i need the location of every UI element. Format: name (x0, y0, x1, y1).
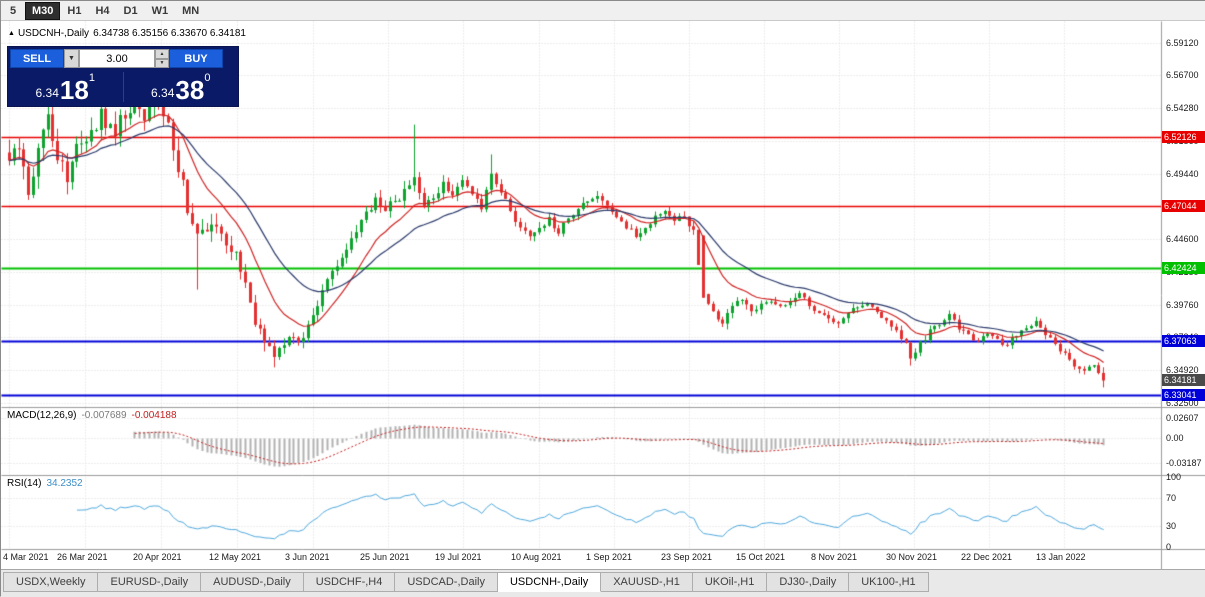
hline-price-tag[interactable]: 6.33041 (1162, 389, 1205, 402)
chart-ohlc-values: 6.34738 6.35156 6.33670 6.34181 (93, 28, 246, 39)
bid-pipette: 1 (88, 72, 95, 84)
volume-input[interactable] (79, 49, 155, 68)
date-axis-label: 13 Jan 2022 (1036, 552, 1086, 562)
date-axis-label: 19 Jul 2021 (435, 552, 482, 562)
price-axis-tick: 6.32500 (1166, 397, 1199, 408)
chart-region: ▲ USDCNH-,Daily 6.34738 6.35156 6.33670 6.… (1, 21, 1205, 569)
volume-dropdown-button[interactable]: ▼ (64, 49, 79, 68)
macd-label: MACD(12,26,9) (7, 410, 77, 421)
date-axis-label: 15 Oct 2021 (736, 552, 786, 562)
chart-tab-usdx-weekly[interactable]: USDX,Weekly (3, 572, 99, 592)
ask-pipette: 0 (204, 72, 211, 84)
timeframe-button-D1[interactable]: D1 (123, 4, 138, 17)
chevron-down-icon: ▼ (68, 55, 75, 62)
chart-tab-bar: USDX,Weekly EURUSD-,Daily AUDUSD-,Daily USD… (1, 569, 1205, 597)
price-axis-tick: 6.54280 (1166, 103, 1199, 114)
date-axis-label: 8 Nov 2021 (811, 552, 858, 562)
bid-pips: 18 (59, 75, 89, 105)
timeframe-button-MN[interactable]: MN (182, 4, 200, 17)
rsi-label: RSI(14) (7, 478, 42, 489)
rsi-axis-tick: 30 (1166, 521, 1177, 531)
volume-spin-up-button[interactable]: ▲ (155, 49, 169, 59)
chart-tab-audusd-daily[interactable]: AUDUSD-,Daily (201, 572, 304, 592)
volume-spin-down-button[interactable]: ▼ (155, 58, 169, 68)
date-axis-label: 26 Mar 2021 (57, 552, 108, 562)
date-axis-label: 10 Aug 2021 (511, 552, 562, 562)
macd-axis-tick: 0.00 (1166, 433, 1184, 444)
chart-tab-usdchf-h4[interactable]: USDCHF-,H4 (303, 572, 396, 592)
chart-symbol-title: ▲ USDCNH-,Daily 6.34738 6.35156 6.33670 6.… (8, 28, 250, 39)
hline-price-tag[interactable]: 6.37063 (1162, 334, 1205, 347)
date-axis-label: 20 Apr 2021 (133, 552, 182, 562)
price-axis-tick: 6.56700 (1166, 70, 1199, 81)
buy-button[interactable]: BUY (169, 49, 223, 68)
hline-price-tag[interactable]: 6.47044 (1162, 200, 1205, 213)
timeframe-button-W1[interactable]: W1 (151, 4, 169, 17)
timeframe-button-H4[interactable]: H4 (95, 4, 110, 17)
sell-button[interactable]: SELL (10, 49, 64, 68)
bid-price: 6.34 18 1 (10, 70, 121, 104)
date-axis-label: 3 Jun 2021 (285, 552, 330, 562)
bid-base: 6.34 (35, 86, 59, 100)
rsi-axis-tick: 70 (1166, 493, 1177, 503)
price-axis-tick: 6.44600 (1166, 234, 1199, 245)
chart-symbol-label: USDCNH-,Daily (17, 28, 90, 39)
timeframe-button-H1[interactable]: H1 (67, 4, 82, 17)
ask-pips: 38 (175, 75, 205, 105)
timeframe-button-5[interactable]: 5 (9, 4, 17, 17)
volume-spinner: ▲ ▼ (155, 49, 169, 68)
timeframe-toolbar: 5 M30 H1 H4 D1 W1 MN (1, 1, 1205, 21)
date-axis-label: 23 Sep 2021 (661, 552, 713, 562)
chart-tab-usdcad-daily[interactable]: USDCAD-,Daily (395, 572, 498, 592)
ask-price: 6.34 38 0 (126, 70, 237, 104)
chart-tab-eurusd-daily[interactable]: EURUSD-,Daily (98, 572, 202, 592)
ask-base: 6.34 (151, 86, 175, 100)
macd-axis-tick: -0.03187 (1166, 458, 1202, 469)
date-axis-label: 22 Dec 2021 (961, 552, 1013, 562)
price-axis-tick: 6.39760 (1166, 299, 1199, 310)
hline-price-tag[interactable]: 6.52126 (1162, 131, 1205, 144)
chart-tab-usdcnh-daily[interactable]: USDCNH-,Daily (497, 572, 602, 592)
chart-tab-xauusd-h1[interactable]: XAUUSD-,H1 (601, 572, 693, 592)
date-axis-label: 1 Sep 2021 (586, 552, 633, 562)
symbol-marker-icon: ▲ (8, 30, 15, 37)
timeframe-button-M30[interactable]: M30 (25, 1, 61, 20)
rsi-axis-tick: 0 (1166, 542, 1172, 552)
rsi-indicator-header: RSI(14) 34.2352 (7, 478, 83, 489)
date-axis-label: 25 Jun 2021 (360, 552, 410, 562)
current-price-tag: 6.34181 (1162, 373, 1205, 386)
price-axis-tick: 6.59120 (1166, 37, 1199, 48)
date-axis-label: 30 Nov 2021 (886, 552, 938, 562)
chart-tab-ukoil-h1[interactable]: UKOil-,H1 (692, 572, 768, 592)
hline-price-tag[interactable]: 6.42424 (1162, 262, 1205, 275)
macd-indicator-header: MACD(12,26,9) -0.007689 -0.004188 (7, 410, 177, 421)
price-axis-tick: 6.49440 (1166, 168, 1199, 179)
macd-main-value: -0.007689 (81, 410, 127, 421)
rsi-axis-tick: 100 (1166, 472, 1182, 482)
date-axis-label: 4 Mar 2021 (3, 552, 49, 562)
macd-axis-tick: 0.02607 (1166, 412, 1199, 423)
macd-signal-value: -0.004188 (131, 410, 177, 421)
chart-tab-dj30-daily[interactable]: DJ30-,Daily (767, 572, 850, 592)
price-divider (122, 72, 124, 102)
price-axis-tick: 6.34920 (1166, 364, 1199, 375)
price-chart-canvas[interactable] (1, 21, 1205, 569)
chart-tab-uk100-h1[interactable]: UK100-,H1 (849, 572, 929, 592)
date-axis-label: 12 May 2021 (209, 552, 262, 562)
rsi-value: 34.2352 (46, 478, 83, 489)
